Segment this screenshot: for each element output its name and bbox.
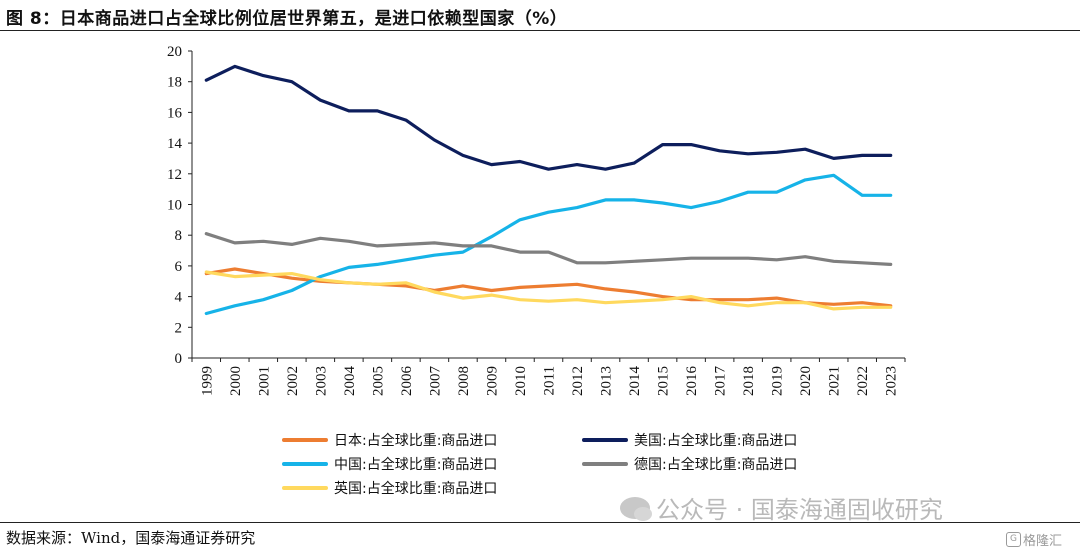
series-line-4 [204,270,893,311]
corner-logo: G 格隆汇 [1006,530,1062,549]
wechat-icon [620,496,652,521]
x-tick-label: 2010 [513,366,529,396]
corner-logo-text: 格隆汇 [1023,534,1063,549]
series-line-2 [204,173,893,316]
line-chart: 0 2 4 6 8 10 12 14 16 18 20 1999 2000 2001 2002 2003 200… [167,44,906,497]
chart-series [204,64,893,316]
y-tick-label: 2 [175,320,183,336]
x-tick-label: 2023 [884,366,900,396]
legend-label-4: 英国:占全球比重:商品进口 [334,480,497,497]
data-source: 数据来源：Wind，国泰海通证券研究 [6,529,256,547]
y-tick-label: 20 [167,44,182,60]
x-tick-label: 2005 [370,366,386,396]
watermark: 公众号 · 国泰海通固收研究 [620,490,943,525]
x-tick-label: 2001 [256,366,272,396]
x-tick-label: 2020 [798,366,814,396]
legend-label-1: 美国:占全球比重:商品进口 [634,432,797,449]
chart-axes: 0 2 4 6 8 10 12 14 16 18 20 1999 2000 2001 2002 2003 200… [167,44,906,397]
y-tick-label: 4 [175,290,183,306]
y-tick-label: 10 [167,198,182,214]
x-tick-label: 2006 [399,366,415,397]
y-tick-label: 14 [167,136,183,152]
x-tick-label: 2000 [228,366,244,396]
x-tick-label: 2012 [570,366,586,396]
x-tick-label: 2004 [342,366,358,397]
y-tick-label: 16 [167,105,183,121]
y-tick-label: 0 [175,351,183,367]
figure-title: 图 8：日本商品进口占全球比例位居世界第五，是进口依赖型国家（%） [6,9,568,29]
series-line-3 [204,232,893,266]
x-tick-label: 2019 [770,366,786,396]
x-tick-label: 2009 [484,366,500,396]
series-line-1 [204,64,893,171]
gelonghui-logo-icon: G [1006,532,1021,547]
legend-label-2: 中国:占全球比重:商品进口 [334,456,497,473]
x-tick-label: 2003 [313,366,329,396]
x-tick-label: 2007 [427,366,443,397]
x-tick-label: 2014 [627,366,643,397]
watermark-text: 公众号 · 国泰海通固收研究 [656,496,943,524]
legend-label-0: 日本:占全球比重:商品进口 [334,432,497,449]
x-tick-label: 1999 [199,366,215,396]
x-tick-label: 2015 [656,366,672,396]
legend-label-3: 德国:占全球比重:商品进口 [634,456,797,473]
y-tick-label: 12 [167,167,182,183]
x-tick-label: 2002 [285,366,301,396]
y-tick-label: 6 [175,259,183,275]
x-tick-label: 2021 [827,366,843,396]
x-tick-label: 2018 [741,366,757,396]
x-tick-label: 2013 [599,366,615,396]
x-tick-label: 2008 [456,366,472,396]
x-tick-label: 2011 [542,366,558,395]
y-tick-label: 8 [175,228,183,244]
x-tick-label: 2022 [855,366,871,396]
bottom-rule [0,522,1080,523]
y-tick-label: 18 [167,75,182,91]
top-rule [0,30,1080,31]
x-tick-label: 2016 [684,366,700,397]
x-tick-label: 2017 [713,366,729,397]
